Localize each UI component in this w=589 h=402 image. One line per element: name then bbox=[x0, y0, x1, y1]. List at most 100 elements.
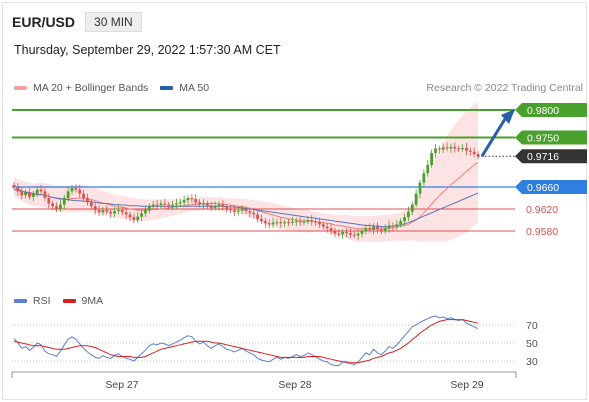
candle-body bbox=[198, 202, 201, 205]
candle-body bbox=[62, 198, 66, 205]
candle-body bbox=[364, 228, 368, 231]
candle-body bbox=[248, 211, 252, 213]
candle-body bbox=[155, 204, 159, 206]
candle-body bbox=[252, 212, 256, 215]
x-tick-sep-28: Sep 28 bbox=[278, 379, 311, 391]
candle-body bbox=[182, 200, 186, 203]
candle-body bbox=[294, 221, 298, 223]
candle-body bbox=[314, 221, 317, 223]
candle-body bbox=[283, 222, 287, 224]
candle-body bbox=[12, 184, 16, 187]
candle-body bbox=[267, 223, 271, 225]
level-tag-0.9800: 0.9800 bbox=[515, 103, 587, 117]
candle-body bbox=[430, 152, 433, 165]
candle-body bbox=[306, 220, 310, 222]
candle-body bbox=[298, 221, 302, 223]
candle-body bbox=[74, 188, 78, 190]
legend-item-ma50: MA 50 bbox=[160, 82, 209, 94]
candle-body bbox=[213, 206, 217, 208]
last-price-tag-bg bbox=[515, 149, 587, 164]
candle-body bbox=[105, 210, 109, 212]
symbol-label: EUR/USD bbox=[12, 14, 76, 30]
legend-item-rsi: RSI bbox=[14, 295, 51, 307]
candle-body bbox=[101, 210, 105, 213]
candle-body bbox=[70, 188, 74, 192]
candle-body bbox=[441, 147, 445, 150]
bollinger-band-fill bbox=[14, 101, 478, 242]
candle-body bbox=[279, 222, 283, 224]
candle-body bbox=[202, 203, 205, 205]
candle-body bbox=[360, 231, 364, 234]
projection-arrow-head bbox=[501, 109, 515, 124]
candle-body bbox=[356, 233, 360, 236]
candle-body bbox=[414, 193, 418, 205]
candle-body bbox=[132, 217, 136, 220]
candles-group bbox=[12, 142, 480, 240]
legend-item-ma20: MA 20 + Bollinger Bands bbox=[14, 82, 148, 94]
level-tag-0.9660: 0.9660 bbox=[515, 180, 587, 194]
candle-body bbox=[387, 225, 391, 229]
candle-body bbox=[151, 204, 155, 207]
candle-body bbox=[225, 206, 229, 209]
candle-body bbox=[426, 165, 430, 174]
rsi-tick-70: 70 bbox=[526, 320, 538, 332]
candle-body bbox=[144, 210, 147, 214]
candle-body bbox=[422, 173, 426, 183]
candle-body bbox=[391, 225, 395, 227]
legend-item-9ma: 9MA bbox=[62, 295, 104, 307]
candle-body bbox=[379, 229, 383, 231]
candle-body bbox=[16, 187, 20, 192]
candle-body bbox=[194, 199, 198, 203]
level-tag-0.9750: 0.9750 bbox=[515, 130, 587, 145]
candle-body bbox=[97, 210, 101, 213]
candle-body bbox=[461, 147, 464, 150]
candle-body bbox=[240, 209, 244, 211]
candle-body bbox=[287, 222, 290, 224]
level-tag-text-0.9800: 0.9800 bbox=[527, 105, 559, 117]
candle-body bbox=[368, 228, 372, 230]
candle-body bbox=[93, 206, 97, 211]
candle-body bbox=[140, 213, 143, 217]
candle-body bbox=[159, 203, 163, 206]
candle-body bbox=[47, 198, 51, 204]
candle-body bbox=[434, 148, 437, 153]
candle-body bbox=[128, 214, 132, 218]
timeframe-button[interactable]: 30 MIN bbox=[85, 12, 142, 32]
candle-body bbox=[59, 204, 62, 209]
candle-body bbox=[39, 189, 43, 192]
candle-body bbox=[20, 191, 24, 196]
candle-body bbox=[410, 204, 414, 212]
candle-body bbox=[31, 193, 35, 197]
candle-body bbox=[376, 226, 379, 230]
candle-body bbox=[28, 192, 31, 197]
level-tag-text-0.9580: 0.9580 bbox=[526, 226, 558, 238]
candle-body bbox=[453, 146, 457, 149]
candle-body bbox=[329, 228, 333, 231]
candle-body bbox=[167, 204, 171, 206]
level-tag-text-0.9620: 0.9620 bbox=[526, 204, 558, 216]
candle-body bbox=[175, 203, 178, 205]
level-tag-bg-0.9750 bbox=[515, 130, 587, 145]
rsi-line bbox=[13, 315, 479, 366]
candle-body bbox=[302, 221, 306, 223]
candle-body bbox=[124, 212, 128, 215]
legend-label-rsi: RSI bbox=[33, 295, 51, 307]
candle-body bbox=[205, 203, 209, 206]
candle-body bbox=[186, 198, 190, 201]
level-tag-text-0.9660: 0.9660 bbox=[527, 182, 559, 194]
candle-body bbox=[35, 189, 39, 194]
candle-body bbox=[476, 154, 480, 157]
legend-label-9ma: 9MA bbox=[81, 295, 104, 307]
legend-swatch-ma20 bbox=[14, 86, 27, 90]
candle-body bbox=[55, 206, 58, 209]
candle-body bbox=[147, 206, 151, 211]
candle-body bbox=[256, 214, 259, 219]
rsi-tick-50: 50 bbox=[526, 338, 538, 350]
candle-body bbox=[333, 231, 337, 234]
candle-body bbox=[445, 147, 449, 149]
candle-body bbox=[82, 193, 85, 198]
chart-datetime: Thursday, September 29, 2022 1:57:30 AM … bbox=[14, 43, 281, 57]
candle-body bbox=[407, 211, 410, 218]
level-tag-bg-0.9800 bbox=[515, 103, 587, 117]
candle-body bbox=[271, 222, 275, 225]
